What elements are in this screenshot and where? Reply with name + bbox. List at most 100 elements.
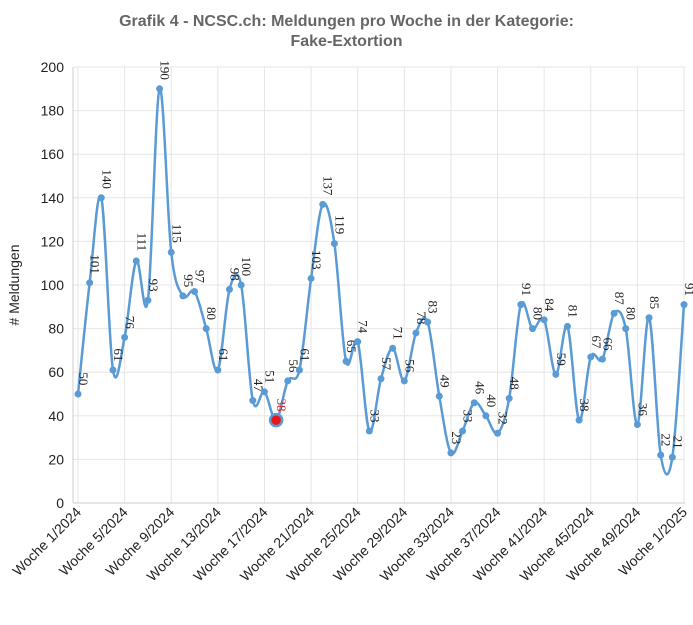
- data-point: [424, 318, 432, 326]
- data-label: 84: [542, 298, 557, 312]
- data-point: [587, 353, 595, 361]
- data-point: [622, 325, 630, 333]
- data-point: [447, 449, 455, 457]
- data-point: [633, 421, 641, 429]
- data-label: 48: [507, 377, 522, 390]
- data-label: 91: [682, 283, 693, 296]
- data-label: 103: [309, 250, 324, 270]
- data-point: [156, 85, 164, 93]
- data-point: [121, 333, 129, 341]
- data-label: 97: [193, 270, 208, 284]
- data-label: 50: [76, 372, 91, 385]
- data-point: [284, 377, 292, 385]
- data-point: [319, 200, 327, 208]
- y-axis-title: # Meldungen: [6, 245, 22, 326]
- y-tick-label: 180: [41, 103, 65, 119]
- data-label: 111: [134, 233, 149, 252]
- data-label: 95: [181, 274, 196, 287]
- data-label: 137: [321, 176, 336, 196]
- y-tick-label: 20: [48, 451, 64, 467]
- data-label: 91: [519, 283, 534, 296]
- data-point: [610, 309, 618, 317]
- data-point: [494, 429, 502, 437]
- data-point: [645, 314, 653, 322]
- data-point: [365, 427, 373, 435]
- chart-title-line1: Grafik 4 - NCSC.ch: Meldungen pro Woche …: [119, 13, 574, 30]
- data-point: [109, 366, 117, 374]
- data-point: [342, 357, 350, 365]
- y-tick-label: 40: [48, 408, 64, 424]
- data-point: [86, 279, 94, 287]
- data-label: 61: [297, 348, 312, 361]
- data-point: [529, 325, 536, 333]
- data-point-highlight: [268, 412, 284, 428]
- data-point: [295, 366, 303, 374]
- data-point: [389, 344, 397, 352]
- data-label: 71: [391, 327, 406, 340]
- data-point: [144, 296, 152, 304]
- data-point: [563, 322, 571, 330]
- data-point: [482, 412, 490, 420]
- data-label: 56: [402, 359, 417, 373]
- data-point: [517, 301, 525, 309]
- data-label: 80: [204, 307, 219, 320]
- data-label: 67: [589, 335, 604, 349]
- data-label: 93: [146, 279, 161, 292]
- data-point: [330, 240, 338, 248]
- data-point: [167, 248, 175, 256]
- data-label: 140: [99, 169, 114, 189]
- data-point: [459, 427, 467, 435]
- data-point: [74, 390, 82, 398]
- data-point: [237, 281, 245, 289]
- data-point: [226, 285, 233, 293]
- data-point: [657, 451, 665, 459]
- y-tick-label: 160: [41, 146, 65, 162]
- data-label: 61: [216, 348, 231, 361]
- y-tick-label: 60: [48, 364, 64, 380]
- data-point: [307, 274, 315, 282]
- data-point: [575, 416, 583, 424]
- data-label: 32: [496, 412, 511, 425]
- chart-title: Grafik 4 - NCSC.ch: Meldungen pro Woche …: [0, 12, 693, 52]
- y-tick-label: 140: [41, 190, 65, 206]
- data-label: 47: [251, 379, 266, 393]
- data-label: 74: [356, 320, 371, 334]
- data-label: 59: [554, 353, 569, 366]
- data-label: 119: [332, 215, 347, 234]
- y-tick-label: 100: [41, 277, 65, 293]
- data-point: [668, 453, 676, 461]
- data-label: 85: [647, 296, 662, 309]
- y-tick-label: 200: [41, 59, 65, 75]
- data-point: [540, 316, 548, 324]
- data-point: [354, 338, 362, 346]
- data-label: 115: [169, 224, 184, 243]
- data-point: [377, 375, 385, 383]
- data-point: [435, 392, 443, 400]
- data-point: [132, 257, 140, 265]
- data-label: 21: [670, 436, 685, 449]
- data-label: 81: [565, 305, 580, 318]
- data-label: 49: [437, 375, 452, 388]
- data-label: 51: [262, 370, 277, 383]
- data-label: 87: [612, 292, 627, 306]
- data-label: 38: [577, 399, 592, 412]
- data-label: 98: [228, 268, 243, 281]
- data-point: [680, 301, 688, 309]
- data-point: [412, 329, 420, 337]
- data-label: 100: [239, 257, 254, 277]
- data-point: [400, 377, 408, 385]
- data-label: 80: [531, 307, 546, 320]
- data-label: 33: [461, 409, 476, 422]
- data-label: 66: [600, 338, 615, 352]
- data-label: 23: [449, 431, 464, 444]
- data-point: [97, 194, 105, 202]
- data-point: [249, 397, 257, 405]
- data-point: [202, 325, 210, 333]
- data-label: 57: [379, 357, 394, 371]
- data-point: [470, 399, 478, 407]
- data-label: 101: [88, 254, 103, 273]
- data-label: 36: [635, 403, 650, 417]
- data-label: 38: [274, 399, 289, 412]
